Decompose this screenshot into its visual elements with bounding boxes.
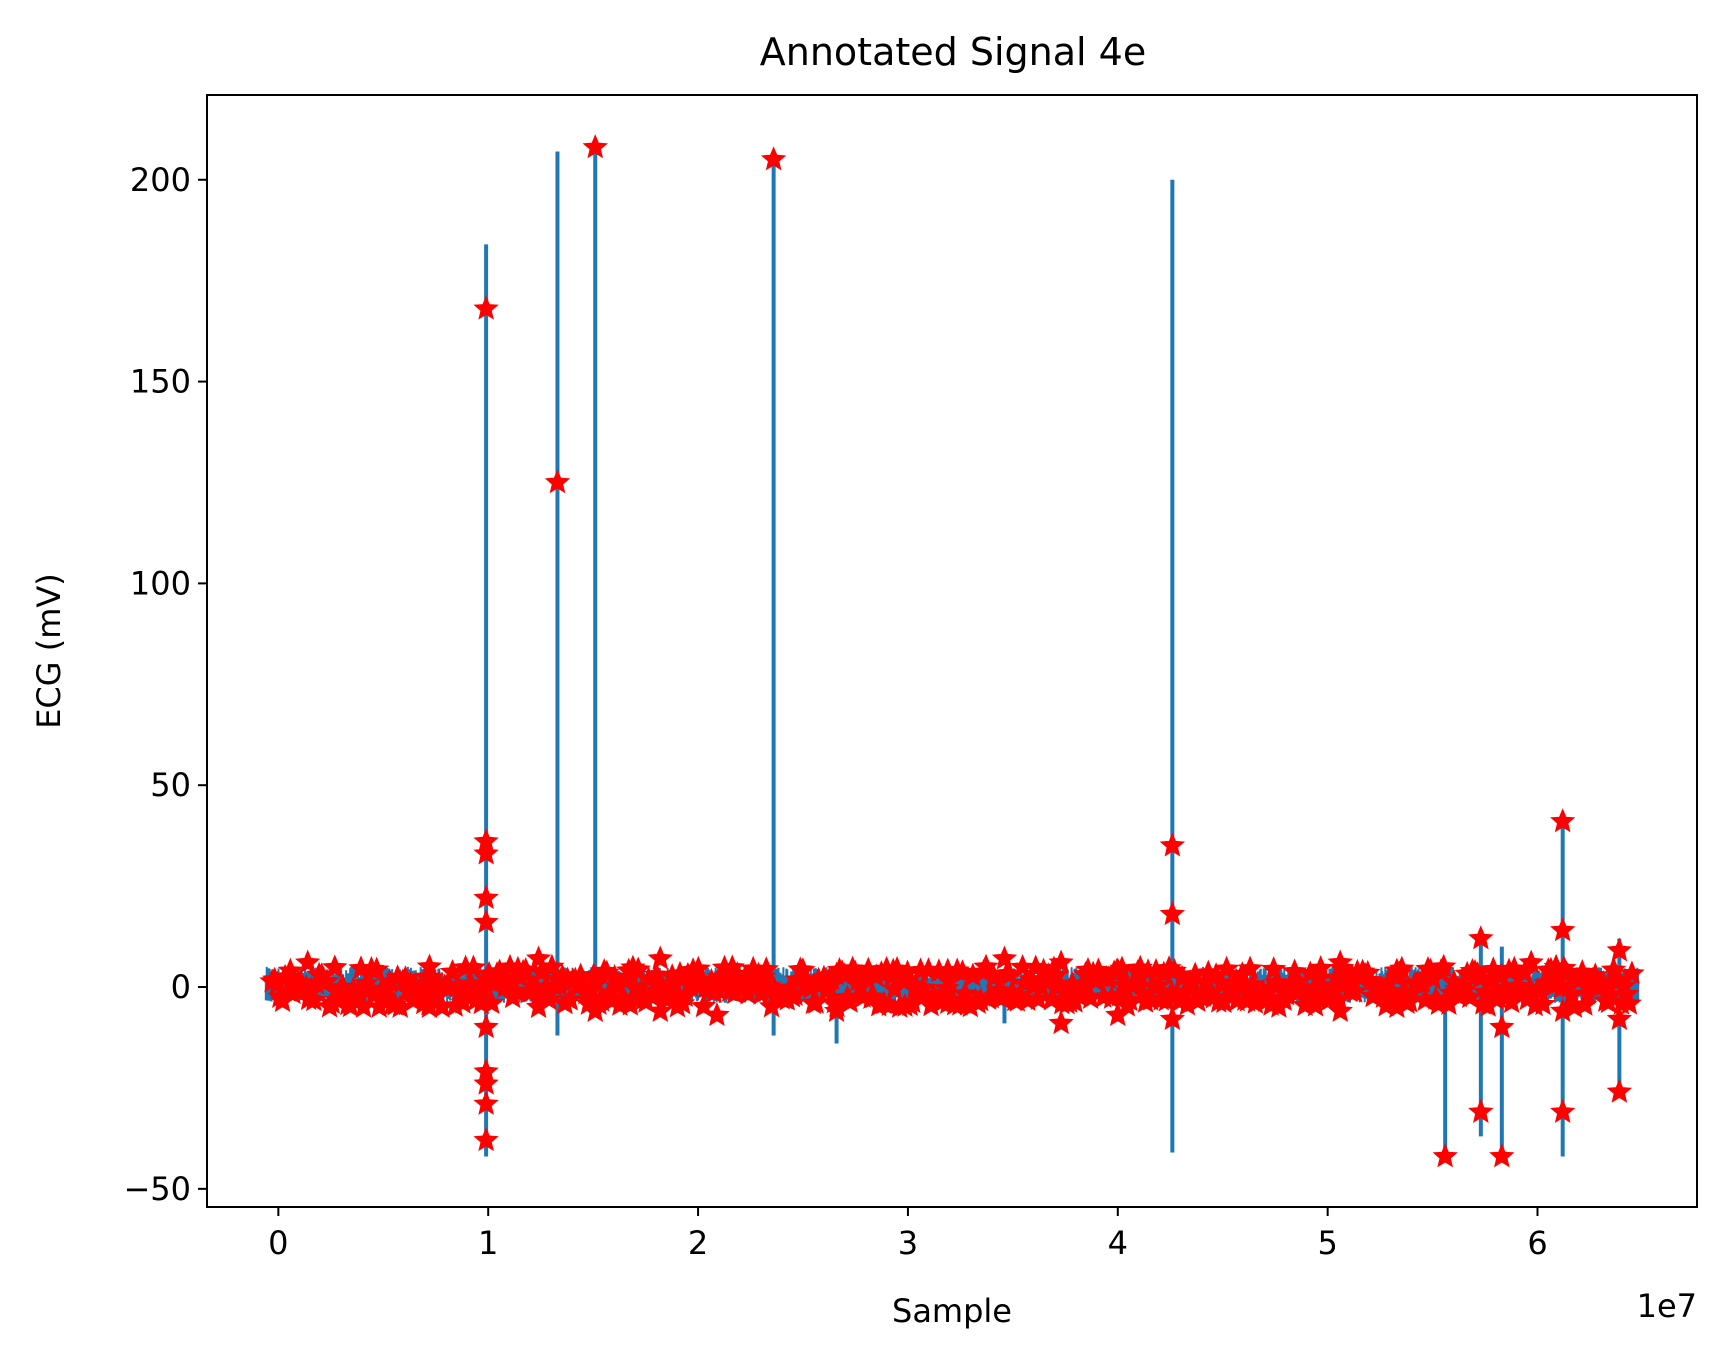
annotation-marker — [1468, 1098, 1494, 1123]
annotation-marker — [1159, 1005, 1186, 1031]
annotation-marker — [935, 957, 961, 982]
annotation-marker — [616, 957, 642, 982]
annotation-marker — [582, 134, 608, 159]
annotation-marker — [1550, 1098, 1576, 1123]
x-tick-label: 6 — [1527, 1224, 1547, 1262]
annotation-marker — [935, 989, 961, 1014]
annotation-marker — [473, 884, 499, 909]
annotation-marker — [525, 993, 552, 1018]
annotation-marker — [647, 945, 673, 970]
x-tick-label: 1 — [478, 1224, 498, 1262]
annotation-marker — [1606, 1078, 1633, 1103]
x-tick-label: 0 — [268, 1224, 288, 1262]
annotation-marker — [473, 1014, 499, 1039]
annotation-marker — [1384, 993, 1410, 1018]
x-offset-label: 1e7 — [1637, 1287, 1697, 1325]
annotation-marker — [473, 909, 499, 934]
annotation-marker — [991, 945, 1018, 970]
annotation-marker — [473, 1070, 499, 1095]
x-tick-label: 4 — [1108, 1224, 1128, 1262]
annotation-marker — [416, 953, 443, 978]
annotation-marker — [525, 945, 552, 970]
annotation-marker — [1159, 832, 1186, 857]
plot-area — [259, 134, 1645, 1168]
y-tick-label: 150 — [130, 363, 191, 401]
annotation-band — [259, 953, 1645, 1018]
annotation-marker — [1432, 1143, 1458, 1168]
annotation-marker — [1489, 1143, 1515, 1168]
x-tick-label: 5 — [1317, 1224, 1337, 1262]
annotation-marker — [1327, 997, 1353, 1022]
y-tick-label: 200 — [130, 161, 191, 199]
annotation-marker — [1384, 957, 1410, 982]
y-axis-label: ECG (mV) — [30, 573, 68, 729]
annotation-marker — [1159, 901, 1186, 926]
annotation-marker — [760, 146, 787, 171]
annotation-marker — [416, 993, 443, 1018]
annotation-marker — [823, 961, 850, 986]
annotation-marker — [473, 295, 499, 320]
annotation-marker — [1105, 957, 1131, 982]
annotation-marker — [823, 997, 850, 1022]
annotation-marker — [473, 840, 499, 865]
x-tick-label: 2 — [688, 1224, 708, 1262]
annotation-marker — [1550, 808, 1576, 833]
x-tick-label: 3 — [898, 1224, 918, 1262]
annotation-marker — [704, 1001, 730, 1027]
y-tick-label: 100 — [130, 564, 191, 602]
y-tick-label: 50 — [150, 766, 191, 804]
annotation-marker — [1048, 1009, 1074, 1035]
annotation-marker — [1327, 949, 1353, 974]
annotation-marker — [473, 1127, 499, 1152]
annotation-marker — [1606, 1005, 1633, 1031]
y-tick-label: −50 — [123, 1170, 191, 1208]
annotation-marker — [1468, 925, 1494, 950]
annotation-marker — [1105, 1002, 1131, 1027]
annotation-marker — [1550, 997, 1576, 1022]
x-axis-label: Sample — [892, 1292, 1012, 1330]
annotation-marker — [295, 949, 321, 974]
annotation-marker — [1489, 1014, 1515, 1039]
chart-title: Annotated Signal 4e — [760, 30, 1146, 74]
plot-frame — [206, 94, 1698, 1208]
annotation-marker — [582, 997, 608, 1022]
annotation-marker — [1606, 937, 1633, 962]
annotation-marker — [1518, 949, 1544, 974]
annotation-marker — [1550, 917, 1576, 942]
x-axis: 0 1 2 3 4 5 6 — [268, 1207, 1548, 1262]
y-axis: −50 0 50 100 150 200 — [123, 161, 207, 1208]
annotation-marker — [473, 1090, 499, 1115]
annotation-marker — [880, 957, 906, 982]
annotation-marker — [647, 997, 673, 1022]
y-tick-label: 0 — [171, 968, 191, 1006]
annotation-marker — [1048, 949, 1074, 974]
annotation-marker — [544, 469, 571, 494]
